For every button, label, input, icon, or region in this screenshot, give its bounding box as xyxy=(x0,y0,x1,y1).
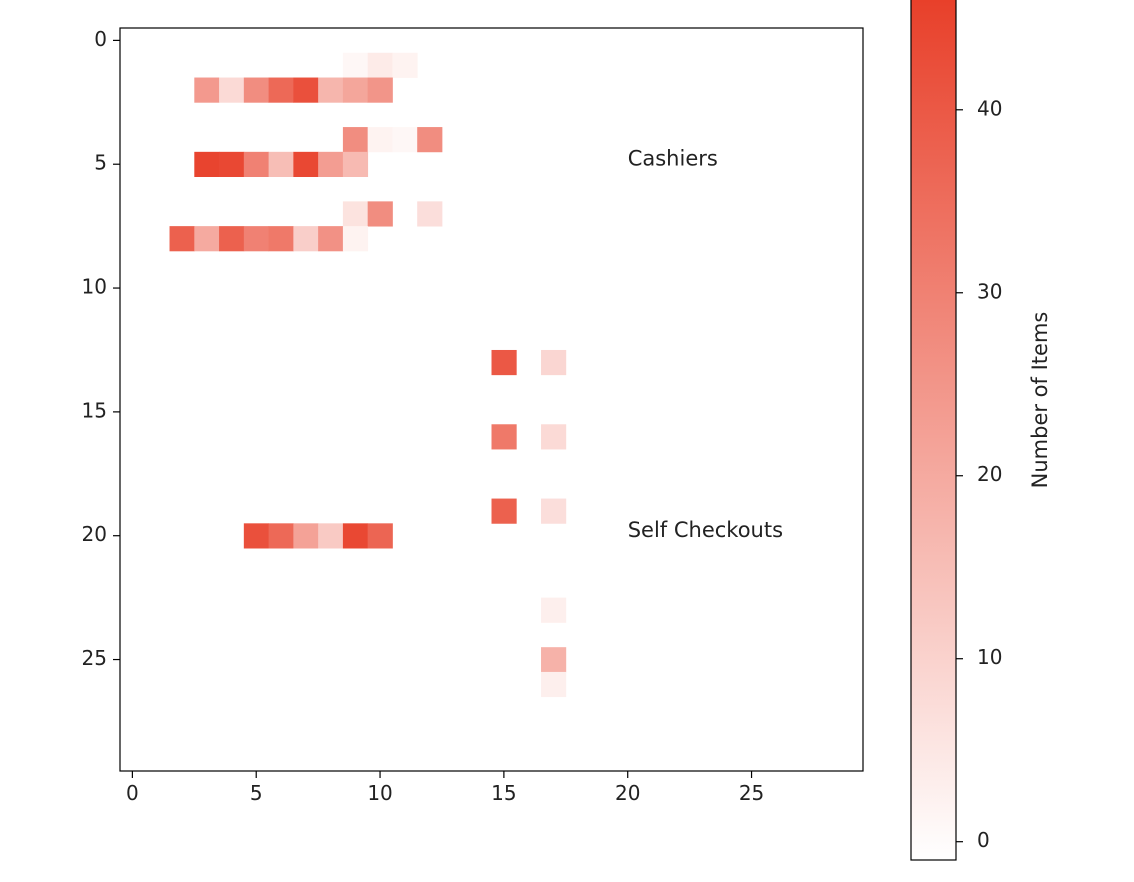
heatmap-cell xyxy=(367,77,393,103)
heatmap-cell xyxy=(342,127,369,153)
y-tick-label: 25 xyxy=(82,646,107,670)
heatmap-cell xyxy=(342,77,369,103)
colorbar-gradient xyxy=(911,0,956,860)
heatmap-cell xyxy=(318,77,344,103)
heatmap-cell xyxy=(541,424,567,450)
heatmap-cells xyxy=(169,52,567,698)
heatmap-cell xyxy=(194,77,220,103)
heatmap-cell xyxy=(367,127,393,153)
colorbar: 0 10 20 30 40 Number of Items xyxy=(910,0,1052,861)
y-tick-label: 0 xyxy=(94,27,107,51)
heatmap-cell xyxy=(243,151,269,177)
heatmap-cell xyxy=(541,349,567,376)
heatmap-cell xyxy=(268,523,294,549)
heatmap-cell xyxy=(367,523,393,549)
colorbar-label: Number of Items xyxy=(1028,312,1052,489)
heatmap-cell xyxy=(342,226,369,252)
heatmap-cell xyxy=(293,523,319,549)
y-tick-label: 10 xyxy=(82,275,107,299)
heatmap-cell xyxy=(342,201,369,227)
annotations: Cashiers Self Checkouts xyxy=(628,146,783,541)
heatmap-cell xyxy=(367,201,393,227)
heatmap-cell xyxy=(293,226,319,252)
heatmap-cell xyxy=(392,127,418,153)
heatmap-plot: 0 5 10 15 20 25 0 5 10 15 20 25 Cashiers Self Check… xyxy=(82,27,864,805)
colorbar-tick-label: 20 xyxy=(977,462,1002,486)
heatmap-cell xyxy=(541,597,567,623)
colorbar-tick-label: 30 xyxy=(977,279,1002,303)
colorbar-tick-label: 40 xyxy=(977,96,1002,120)
heatmap-cell xyxy=(169,226,195,252)
heatmap-cell xyxy=(268,226,294,252)
heatmap-cell xyxy=(219,226,245,252)
x-tick-label: 20 xyxy=(615,781,640,805)
colorbar-tick-label: 10 xyxy=(977,645,1002,669)
heatmap-cell xyxy=(417,201,443,227)
x-tick-label: 10 xyxy=(367,781,392,805)
heatmap-cell xyxy=(318,523,344,549)
heatmap-cell xyxy=(219,151,245,177)
x-tick-label: 0 xyxy=(126,781,139,805)
heatmap-cell xyxy=(268,151,294,177)
heatmap-cell xyxy=(342,52,369,78)
x-axis: 0 5 10 15 20 25 xyxy=(126,771,764,805)
colorbar-frame xyxy=(910,0,957,861)
heatmap-cell xyxy=(219,77,245,103)
heatmap-cell xyxy=(293,77,319,103)
heatmap-cell xyxy=(342,151,369,177)
annotation-label: Self Checkouts xyxy=(628,518,783,542)
heatmap-cell xyxy=(392,52,418,78)
heatmap-cell xyxy=(318,151,344,177)
heatmap-cell xyxy=(243,523,269,549)
heatmap-cell xyxy=(491,498,517,524)
heatmap-cell xyxy=(318,226,344,252)
heatmap-cell xyxy=(194,151,220,177)
heatmap-cell xyxy=(342,523,369,549)
x-tick-label: 15 xyxy=(491,781,516,805)
heatmap-cell xyxy=(491,349,517,376)
heatmap-cell xyxy=(541,671,567,698)
heatmap-cell xyxy=(293,151,319,177)
colorbar-ticks: 0 10 20 30 40 xyxy=(956,96,1002,852)
heatmap-cell xyxy=(243,226,269,252)
x-tick-label: 25 xyxy=(739,781,764,805)
heatmap-cell xyxy=(268,77,294,103)
heatmap-cell xyxy=(243,77,269,103)
x-tick-label: 5 xyxy=(250,781,263,805)
heatmap-cell xyxy=(541,647,567,673)
heatmap-cell xyxy=(491,424,517,450)
annotation-label: Cashiers xyxy=(628,146,718,170)
y-axis: 0 5 10 15 20 25 xyxy=(82,27,120,670)
heatmap-cell xyxy=(194,226,220,252)
heatmap-cell xyxy=(367,52,393,78)
plot-frame xyxy=(119,27,864,772)
heatmap-cell xyxy=(417,127,443,153)
heatmap-cell xyxy=(541,498,567,524)
colorbar-tick-label: 0 xyxy=(977,828,990,852)
y-tick-label: 15 xyxy=(82,398,107,422)
y-tick-label: 5 xyxy=(94,151,107,175)
y-tick-label: 20 xyxy=(82,522,107,546)
